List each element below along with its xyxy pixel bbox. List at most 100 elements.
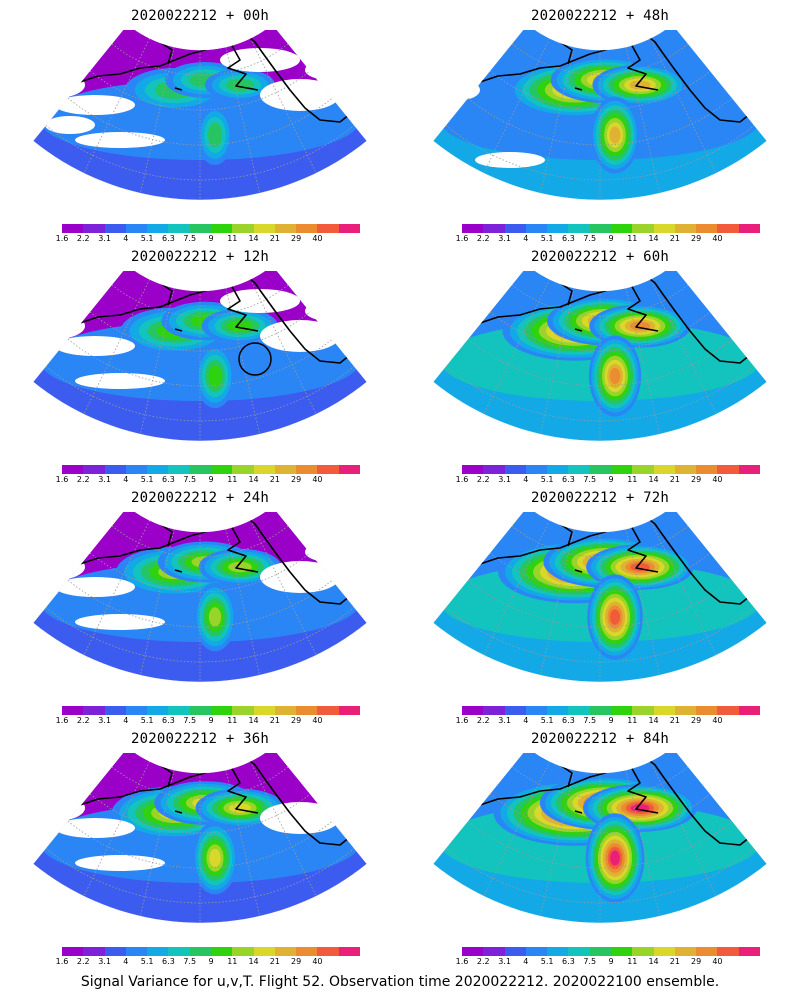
colorbar-label: 9: [608, 234, 614, 243]
colorbar-swatch: [338, 224, 360, 233]
colorbar-swatch: [525, 224, 548, 233]
colorbar-swatch: [568, 465, 590, 474]
longitude-line: [625, 769, 661, 917]
colorbar-label: 1.6: [55, 716, 69, 725]
missing-data-region: [475, 152, 545, 168]
variance-contour: [208, 607, 222, 627]
colorbar-label: 2.2: [476, 234, 490, 243]
colorbar-swatch: [104, 224, 126, 233]
missing-data-region: [33, 312, 85, 340]
colorbar-swatch: [717, 706, 739, 715]
colorbar-swatch: [317, 947, 339, 956]
colorbar-label: 21: [269, 716, 280, 725]
colorbar-label: 6.3: [162, 716, 175, 725]
colorbar-label: 11: [227, 957, 238, 966]
panel-title: 2020022212 + 48h: [530, 8, 670, 24]
colorbar-label: 5.1: [140, 957, 154, 966]
colorbar-label: 11: [627, 475, 638, 484]
variance-map: [32, 512, 368, 682]
variance-contour: [207, 123, 223, 147]
colorbar-label: 14: [248, 716, 259, 725]
colorbar-swatch: [62, 465, 84, 474]
missing-data-region: [33, 71, 85, 99]
variance-map: [32, 30, 368, 200]
colorbar-swatch: [738, 224, 760, 233]
map-field: [433, 512, 767, 682]
map-field: [433, 753, 767, 923]
colorbar-swatch: [317, 465, 339, 474]
longitude-line: [625, 528, 661, 676]
colorbar-swatch: [83, 947, 105, 956]
map-border: [432, 753, 768, 923]
colorbar-label: 7.5: [583, 957, 597, 966]
colorbar-label: 5.1: [140, 475, 154, 484]
colorbar-swatch: [296, 224, 318, 233]
longitude-line: [139, 46, 175, 194]
colorbar: 1.6 2.2 3.1 4 5.1 6.3 7.5 9 11 14 21 29 40: [456, 465, 760, 487]
colorbar-swatch: [504, 706, 526, 715]
longitude-line: [225, 46, 261, 194]
colorbar-label: 11: [627, 716, 638, 725]
missing-data-region: [260, 561, 340, 593]
colorbar-swatch: [738, 947, 760, 956]
colorbar-swatch: [83, 224, 105, 233]
colorbar-swatch: [483, 947, 505, 956]
colorbar-label: 29: [691, 475, 702, 484]
map-border: [32, 30, 368, 200]
colorbar-label: 4: [523, 234, 529, 243]
colorbar-swatch: [610, 947, 633, 956]
map-field: [33, 30, 367, 200]
colorbar: 1.6 2.2 3.1 4 5.1 6.3 7.5 9 11 14 21 29 40: [56, 706, 360, 728]
colorbar: 1.6 2.2 3.1 4 5.1 6.3 7.5 9 11 14 21 29 40: [456, 224, 760, 246]
map-field: [33, 512, 367, 682]
colorbar-swatch: [125, 224, 148, 233]
colorbar-swatch: [632, 706, 654, 715]
colorbar-swatch: [232, 224, 254, 233]
colorbar-swatch: [253, 224, 275, 233]
colorbar-swatch: [338, 947, 360, 956]
colorbar-swatch: [589, 465, 611, 474]
colorbar-swatch: [168, 465, 190, 474]
colorbar-label: 21: [269, 234, 280, 243]
colorbar-label: 3.1: [498, 716, 511, 725]
missing-data-region: [55, 95, 135, 115]
colorbar-swatch: [189, 224, 211, 233]
missing-data-region: [260, 320, 340, 352]
colorbar-swatch: [83, 706, 105, 715]
map-border: [32, 512, 368, 682]
colorbar-label: 2.2: [476, 716, 490, 725]
variance-map: [32, 271, 368, 441]
variance-map: [432, 271, 768, 441]
longitude-line: [139, 528, 175, 676]
longitude-line: [225, 528, 261, 676]
colorbar-swatch: [610, 706, 633, 715]
colorbar-label: 14: [648, 234, 659, 243]
colorbar-swatch: [62, 947, 84, 956]
colorbar: 1.6 2.2 3.1 4 5.1 6.3 7.5 9 11 14 21 29 40: [456, 947, 760, 969]
colorbar-label: 2.2: [476, 475, 490, 484]
variance-contour: [609, 367, 621, 385]
map-field: [33, 753, 367, 923]
colorbar-label: 21: [669, 957, 680, 966]
variance-contour: [609, 126, 621, 144]
colorbar-label: 1.6: [455, 716, 469, 725]
colorbar-label: 14: [248, 957, 259, 966]
colorbar-label: 3.1: [98, 475, 111, 484]
colorbar-label: 4: [123, 234, 129, 243]
colorbar-label: 2.2: [476, 957, 490, 966]
colorbar-label: 1.6: [55, 475, 69, 484]
colorbar-swatch: [504, 947, 526, 956]
colorbar-swatch: [632, 947, 654, 956]
variance-map: [432, 753, 768, 923]
colorbar-label: 29: [691, 957, 702, 966]
missing-data-region: [440, 80, 480, 100]
colorbar-label: 2.2: [76, 475, 90, 484]
colorbar-label: 11: [227, 716, 238, 725]
panel-title: 2020022212 + 12h: [130, 249, 270, 265]
colorbar-swatch: [674, 465, 697, 474]
colorbar-label: 21: [269, 475, 280, 484]
colorbar-swatch: [83, 465, 105, 474]
colorbar-label: 9: [608, 716, 614, 725]
colorbar-swatch: [547, 706, 569, 715]
colorbar-swatch: [253, 465, 275, 474]
